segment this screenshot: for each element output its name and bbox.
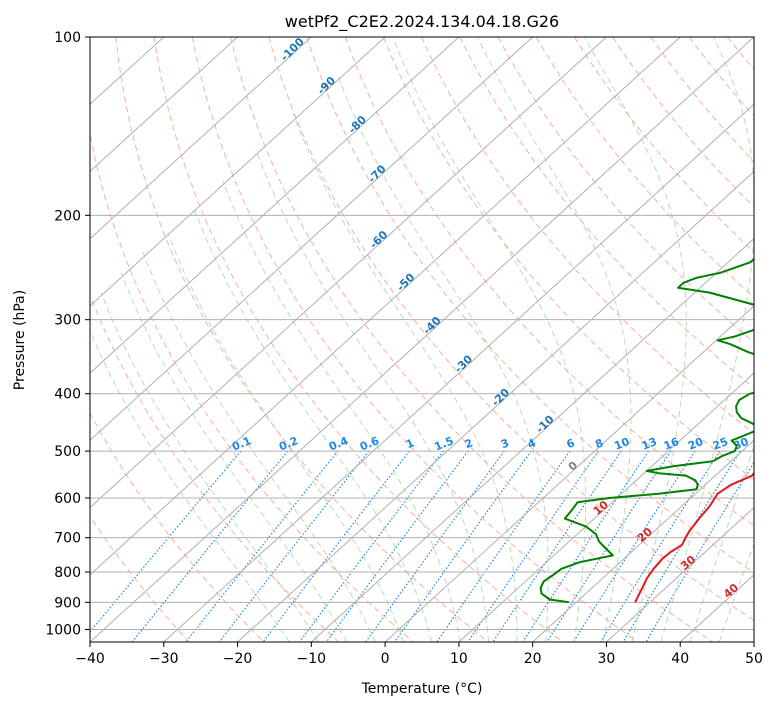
isotherm-line (532, 439, 754, 642)
isotherm-line (90, 37, 681, 576)
dry-adiabat-line (153, 37, 564, 642)
moist-adiabat-line (90, 329, 290, 642)
moist-adiabat-line (583, 37, 687, 642)
moist-adiabat-line (660, 37, 754, 642)
mixing-ratio-line (365, 450, 505, 642)
mixing-ratio-line (436, 450, 571, 642)
mixing-ratio-line (131, 450, 289, 642)
mixing-ratio-label: 2 (463, 436, 475, 451)
isotherms (90, 37, 754, 642)
x-axis-label: Temperature (°C) (361, 681, 483, 697)
isotherm-line (237, 170, 754, 642)
mixing-ratio-label: 16 (662, 435, 681, 453)
dry-adiabat-line (306, 37, 754, 574)
dry-adiabat-line (191, 37, 639, 642)
dry-adiabat-line (382, 37, 754, 481)
y-tick-label: 300 (54, 313, 81, 329)
mixing-ratio-line (262, 450, 410, 642)
dry-adiabat-line (90, 412, 265, 642)
pressure-gridlines (90, 37, 754, 630)
isotherm-line (310, 237, 754, 642)
dry-adiabat-line (268, 37, 754, 622)
dry-adiabat-line (230, 37, 713, 642)
dry-adiabat-line (90, 131, 414, 642)
isotherm-line (458, 372, 754, 642)
x-tick-label: 0 (381, 651, 390, 667)
mixing-ratio-line (90, 450, 242, 633)
mixing-ratio-label: 20 (686, 435, 705, 453)
mixing-ratio-line (467, 450, 599, 642)
y-tick-label: 200 (54, 208, 81, 224)
moist-adiabat-line (392, 37, 587, 642)
isotherm-line (606, 506, 754, 642)
mixing-ratio-line (600, 450, 721, 642)
moist-adiabat-line (292, 114, 518, 642)
x-tick-label: 30 (598, 651, 616, 667)
mixing-ratio-label: 13 (640, 435, 659, 453)
mixing-ratio-line (492, 450, 622, 642)
x-tick-label: 50 (745, 651, 763, 667)
y-axis-label: Pressure (hPa) (12, 290, 28, 390)
isotherm-line (753, 641, 754, 642)
profiles (539, 257, 754, 604)
isotherm-line (90, 37, 386, 307)
mixing-ratio-line (645, 461, 754, 642)
y-tick-label: 600 (54, 491, 81, 507)
isotherm-line (90, 37, 754, 642)
y-tick-label: 900 (54, 595, 81, 611)
isotherm-line (163, 103, 754, 642)
temperature-profile-line (634, 471, 754, 603)
dry-adiabats (90, 37, 775, 642)
isotherm-line (90, 37, 460, 374)
x-tick-label: 20 (524, 651, 542, 667)
moist-adiabat-line (255, 149, 490, 642)
moist-adiabat-line (689, 444, 754, 642)
isotherm-line (90, 37, 312, 240)
y-tick-label: 800 (54, 565, 81, 581)
dry-adiabat-line (535, 37, 754, 298)
x-tick-label: −20 (223, 651, 253, 667)
x-tick-label: −10 (297, 651, 327, 667)
y-tick-label: 100 (54, 30, 81, 46)
mixing-ratio-label: 10 (612, 435, 631, 453)
x-tick-label: −40 (75, 651, 105, 667)
dry-adiabat-line (766, 37, 775, 642)
axes: −40 −30 −20 −10 0 10 20 30 40 50 100 200 300 400 500 60… (45, 30, 763, 667)
mixing-ratio-line (299, 450, 444, 642)
mixing-ratio-line (325, 450, 469, 642)
dry-adiabat-line (421, 37, 754, 434)
mixing-ratio-label: 36 (752, 435, 771, 453)
x-tick-label: 40 (671, 651, 689, 667)
dry-adiabat-line (115, 37, 489, 642)
moist-adiabat-line (142, 251, 376, 642)
mixing-ratio-label: 8 (593, 436, 605, 451)
y-tick-label: 1000 (45, 622, 81, 638)
mixing-ratio-label: 1 (404, 436, 416, 451)
moist-adiabat-line (336, 72, 549, 642)
dry-adiabat-line (574, 37, 754, 253)
dry-adiabat-line (90, 293, 339, 642)
plot-frame (89, 36, 755, 643)
moist-adiabats (90, 37, 754, 642)
mixing-ratio-label: 25 (711, 435, 730, 453)
moist-adiabat-line (120, 272, 348, 642)
mixing-ratio-line (185, 450, 339, 642)
dry-adiabat-line (344, 37, 754, 527)
isotherm-line (90, 37, 238, 173)
x-tick-label: 10 (450, 651, 468, 667)
moist-adiabat-line (718, 542, 754, 642)
chart-title: wetPf2_C2E2.2024.134.04.18.G26 (285, 12, 559, 32)
mixing-ratio-label: 3 (499, 436, 511, 451)
dry-adiabat-line (90, 515, 190, 642)
y-tick-label: 700 (54, 531, 81, 547)
isotherm-line (90, 37, 534, 442)
x-tick-label: −30 (149, 651, 179, 667)
dewpoint-profile-line (539, 257, 754, 604)
isotherm-line (90, 37, 607, 509)
y-tick-label: 400 (54, 387, 81, 403)
moist-adiabat-line (477, 37, 632, 642)
y-tick-label: 500 (54, 444, 81, 460)
